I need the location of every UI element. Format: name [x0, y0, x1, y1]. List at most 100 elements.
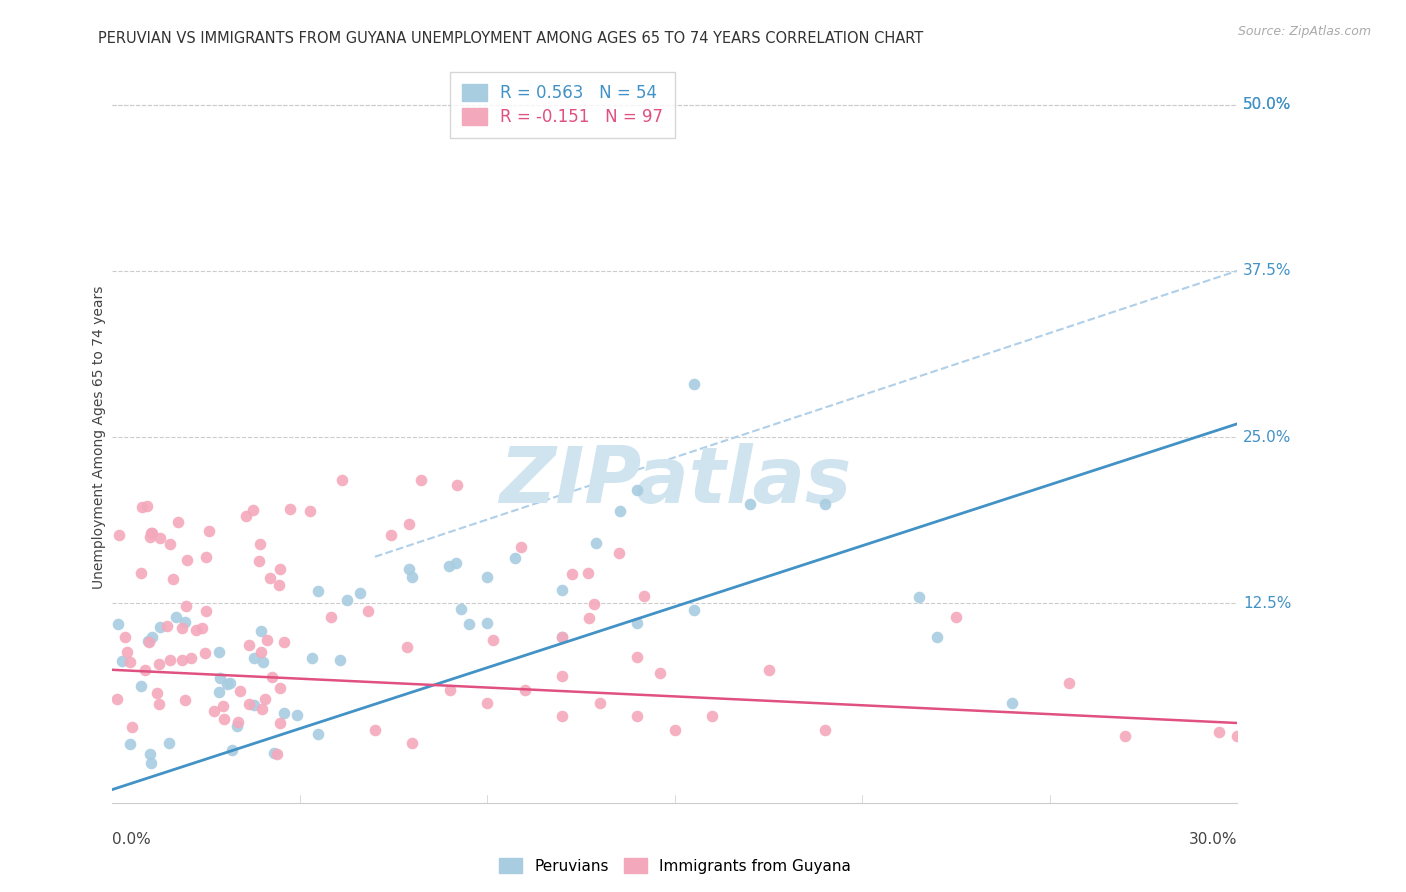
Point [259, 571, 281, 585]
Point [633, 589, 655, 603]
Point [551, 709, 574, 723]
Point [208, 671, 231, 685]
Point [285, 707, 308, 722]
Point [194, 550, 217, 565]
Point [1001, 696, 1024, 710]
Y-axis label: Unemployment Among Ages 65 to 74 years: Unemployment Among Ages 65 to 74 years [91, 285, 105, 589]
Point [249, 553, 271, 567]
Point [702, 709, 724, 723]
Point [214, 712, 236, 726]
Point [159, 736, 181, 750]
Point [243, 650, 266, 665]
Point [114, 630, 136, 644]
Point [648, 665, 671, 680]
Point [513, 682, 536, 697]
Text: 25.0%: 25.0% [1243, 430, 1291, 444]
Point [260, 670, 283, 684]
Point [349, 585, 371, 599]
Point [107, 616, 129, 631]
Point [401, 570, 423, 584]
Point [166, 516, 188, 530]
Point [212, 699, 235, 714]
Point [1226, 729, 1249, 743]
Point [115, 645, 138, 659]
Point [585, 536, 607, 550]
Point [238, 697, 260, 711]
Point [191, 621, 214, 635]
Point [134, 663, 156, 677]
Point [202, 704, 225, 718]
Point [198, 524, 221, 539]
Point [180, 651, 202, 665]
Point [105, 692, 128, 706]
Point [176, 599, 198, 613]
Point [446, 477, 468, 491]
Point [235, 508, 257, 523]
Point [814, 497, 837, 511]
Point [221, 743, 243, 757]
Text: 30.0%: 30.0% [1189, 832, 1237, 847]
Point [1114, 729, 1136, 743]
Legend: Peruvians, Immigrants from Guyana: Peruvians, Immigrants from Guyana [494, 852, 856, 880]
Point [380, 528, 402, 542]
Point [250, 624, 273, 639]
Point [141, 630, 163, 644]
Point [238, 638, 260, 652]
Point [162, 573, 184, 587]
Point [444, 556, 467, 570]
Point [589, 696, 612, 710]
Point [814, 723, 837, 737]
Point [141, 525, 163, 540]
Point [682, 603, 704, 617]
Point [129, 679, 152, 693]
Point [398, 561, 420, 575]
Point [626, 616, 648, 631]
Point [135, 500, 157, 514]
Point [945, 609, 967, 624]
Point [139, 756, 162, 770]
Text: 0.0%: 0.0% [112, 832, 152, 847]
Point [263, 746, 285, 760]
Point [148, 697, 170, 711]
Point [138, 635, 160, 649]
Point [626, 709, 648, 723]
Point [269, 716, 291, 731]
Point [307, 584, 329, 599]
Point [298, 504, 321, 518]
Point [226, 718, 249, 732]
Point [927, 630, 949, 644]
Point [165, 610, 187, 624]
Point [256, 633, 278, 648]
Point [510, 540, 533, 554]
Point [250, 702, 273, 716]
Point [1057, 676, 1080, 690]
Point [758, 663, 780, 677]
Point [149, 620, 172, 634]
Point [273, 706, 295, 720]
Point [136, 633, 159, 648]
Text: PERUVIAN VS IMMIGRANTS FROM GUYANA UNEMPLOYMENT AMONG AGES 65 TO 74 YEARS CORREL: PERUVIAN VS IMMIGRANTS FROM GUYANA UNEMP… [98, 31, 924, 46]
Point [607, 546, 630, 560]
Text: 50.0%: 50.0% [1243, 97, 1291, 112]
Text: 50.0%: 50.0% [1243, 97, 1291, 112]
Point [226, 714, 249, 729]
Point [186, 623, 208, 637]
Point [551, 630, 574, 644]
Point [108, 528, 131, 542]
Point [121, 720, 143, 734]
Point [357, 604, 380, 618]
Point [450, 602, 472, 616]
Point [176, 553, 198, 567]
Point [576, 566, 599, 581]
Point [551, 582, 574, 597]
Point [149, 531, 172, 545]
Legend: R = 0.563   N = 54, R = -0.151   N = 97: R = 0.563 N = 54, R = -0.151 N = 97 [450, 72, 675, 138]
Point [249, 537, 271, 551]
Point [477, 696, 499, 710]
Point [477, 616, 499, 631]
Point [738, 497, 761, 511]
Point [551, 630, 574, 644]
Point [215, 676, 238, 690]
Point [278, 501, 301, 516]
Point [129, 566, 152, 580]
